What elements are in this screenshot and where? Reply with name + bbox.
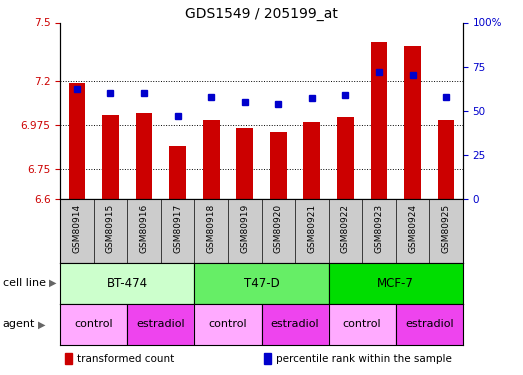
Bar: [396, 304, 463, 345]
Bar: [69, 83, 85, 199]
Text: GSM80925: GSM80925: [441, 204, 451, 253]
Text: ▶: ▶: [38, 320, 46, 329]
Bar: [127, 304, 195, 345]
Bar: [404, 46, 421, 199]
Bar: [303, 122, 320, 199]
Title: GDS1549 / 205199_at: GDS1549 / 205199_at: [185, 8, 338, 21]
Text: ▶: ▶: [49, 278, 56, 288]
Text: transformed count: transformed count: [77, 354, 175, 363]
Bar: [60, 262, 195, 304]
Bar: [371, 42, 388, 199]
Bar: [438, 120, 454, 199]
Bar: [262, 304, 328, 345]
Text: GSM80916: GSM80916: [140, 204, 149, 253]
Text: GSM80923: GSM80923: [374, 204, 383, 253]
Bar: [135, 112, 152, 199]
Text: GSM80920: GSM80920: [274, 204, 283, 253]
Text: control: control: [343, 320, 381, 329]
Text: percentile rank within the sample: percentile rank within the sample: [276, 354, 452, 363]
Text: estradiol: estradiol: [137, 320, 185, 329]
Bar: [169, 146, 186, 199]
Bar: [60, 304, 127, 345]
Text: GSM80922: GSM80922: [341, 204, 350, 253]
Bar: [328, 304, 396, 345]
Bar: [270, 132, 287, 199]
Text: control: control: [209, 320, 247, 329]
Bar: [102, 114, 119, 199]
Text: GSM80921: GSM80921: [308, 204, 316, 253]
Text: estradiol: estradiol: [271, 320, 320, 329]
Text: estradiol: estradiol: [405, 320, 453, 329]
Bar: [203, 120, 220, 199]
Text: GSM80918: GSM80918: [207, 204, 215, 253]
Bar: [328, 262, 463, 304]
Text: control: control: [74, 320, 113, 329]
Text: T47-D: T47-D: [244, 277, 279, 290]
Text: cell line: cell line: [3, 278, 46, 288]
Bar: [195, 304, 262, 345]
Bar: [236, 128, 253, 199]
Bar: [195, 262, 328, 304]
Text: agent: agent: [3, 320, 35, 329]
Text: BT-474: BT-474: [107, 277, 148, 290]
Text: GSM80914: GSM80914: [72, 204, 82, 253]
Bar: [337, 117, 354, 199]
Text: GSM80917: GSM80917: [173, 204, 182, 253]
Text: GSM80924: GSM80924: [408, 204, 417, 253]
Text: MCF-7: MCF-7: [377, 277, 414, 290]
Text: GSM80919: GSM80919: [240, 204, 249, 253]
Text: GSM80915: GSM80915: [106, 204, 115, 253]
